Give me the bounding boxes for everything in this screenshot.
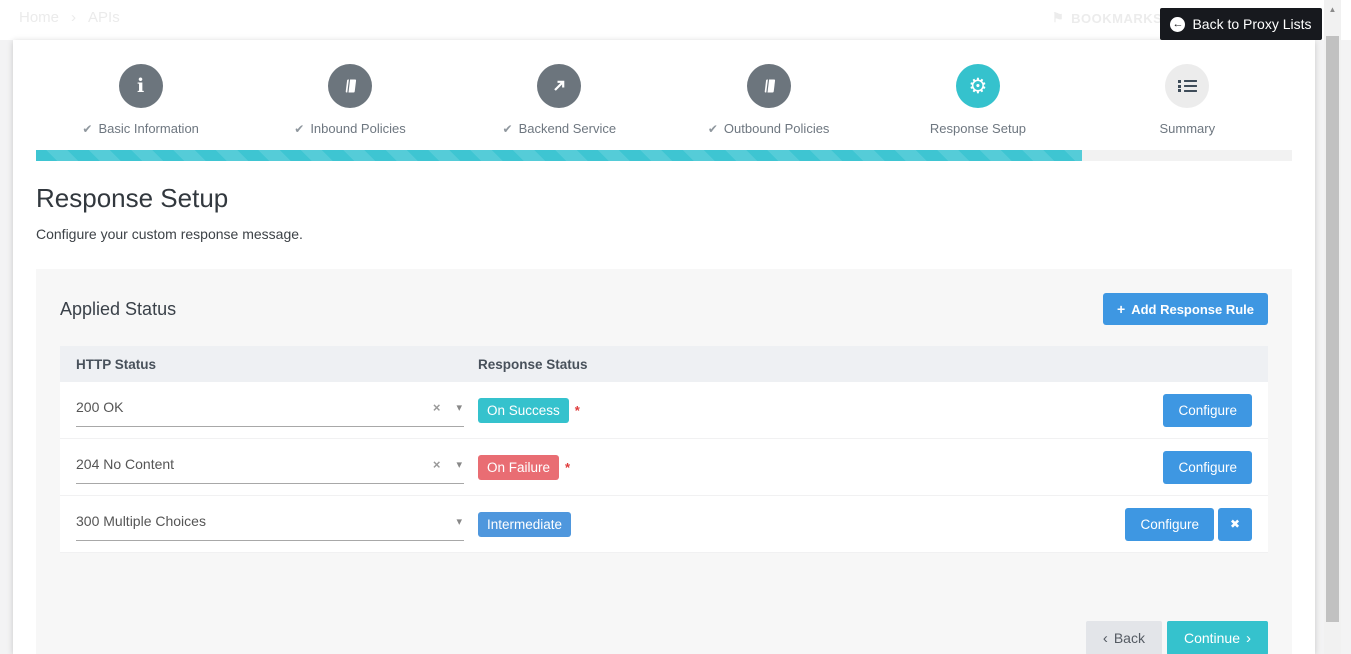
breadcrumb-separator-icon: › <box>71 9 77 26</box>
topbar: Home › APIs ⚑ BOOKMARKS ▾ <box>0 0 1351 40</box>
step-backend-service[interactable]: ✔ Backend Service <box>455 64 664 136</box>
step-label: Inbound Policies <box>310 121 406 136</box>
page-title: Response Setup <box>36 183 229 213</box>
table-row: 300 Multiple Choices ▾ Intermediate Conf… <box>60 496 1268 553</box>
plus-icon: + <box>1117 301 1126 317</box>
breadcrumb-home: Home <box>19 9 60 26</box>
configure-button[interactable]: Configure <box>1163 393 1252 427</box>
back-to-proxy-lists-button[interactable]: ← Back to Proxy Lists <box>1160 8 1322 40</box>
gear-icon: ⚙ <box>955 64 1000 108</box>
http-status-select[interactable]: 204 No Content × ▾ <box>76 450 464 484</box>
remove-rule-button[interactable]: ✖ <box>1218 507 1252 541</box>
ordered-list-icon <box>1165 64 1210 108</box>
check-icon: ✔ <box>707 121 718 136</box>
check-icon: ✔ <box>502 121 513 136</box>
wizard-stepper: i ✔ Basic Information ✔ Inbound Policies <box>36 40 1292 136</box>
arrow-circle-left-icon: ← <box>1170 16 1186 32</box>
progress-fill <box>36 150 1083 161</box>
add-response-rule-label: Add Response Rule <box>1131 301 1254 317</box>
required-asterisk: * <box>574 402 580 418</box>
step-inbound-policies[interactable]: ✔ Inbound Policies <box>245 64 454 136</box>
panel-title: Applied Status <box>60 298 177 319</box>
bookmarks-label: BOOKMARKS <box>1071 10 1163 26</box>
configure-button[interactable]: Configure <box>1125 507 1214 541</box>
http-status-select[interactable]: 300 Multiple Choices ▾ <box>76 507 464 541</box>
step-basic-information[interactable]: i ✔ Basic Information <box>36 64 245 136</box>
bookmark-icon: ⚑ <box>1052 10 1065 25</box>
status-badge: On Failure <box>478 454 560 480</box>
page-subtitle: Configure your custom response message. <box>36 226 303 242</box>
continue-button[interactable]: Continue › <box>1166 621 1268 654</box>
chevron-down-icon[interactable]: ▾ <box>456 515 462 528</box>
vertical-scrollbar[interactable]: ▲ <box>1324 0 1341 654</box>
applied-status-panel: Applied Status + Add Response Rule HTTP … <box>36 269 1292 654</box>
book-icon <box>327 64 372 108</box>
chevron-down-icon[interactable]: ▾ <box>456 401 462 414</box>
breadcrumb: Home › APIs <box>19 9 120 26</box>
chevron-left-icon: ‹ <box>1102 629 1108 647</box>
step-label: Response Setup <box>929 121 1027 136</box>
status-badge: Intermediate <box>478 511 572 537</box>
back-label: Back <box>1113 630 1145 646</box>
table-header: HTTP Status Response Status <box>60 346 1268 382</box>
table-row: 200 OK × ▾ On Success * Configure <box>60 382 1268 439</box>
http-status-value: 204 No Content <box>76 456 175 472</box>
info-icon: i <box>118 64 163 108</box>
continue-label: Continue <box>1183 630 1240 646</box>
step-label: Backend Service <box>518 121 617 136</box>
step-response-setup[interactable]: ⚙ Response Setup <box>873 64 1082 136</box>
required-asterisk: * <box>565 459 571 475</box>
configure-button[interactable]: Configure <box>1163 450 1252 484</box>
step-summary[interactable]: Summary <box>1083 64 1292 136</box>
clear-icon[interactable]: × <box>432 399 441 415</box>
wizard-card: i ✔ Basic Information ✔ Inbound Policies <box>13 40 1315 654</box>
breadcrumb-current: APIs <box>88 9 120 26</box>
step-outbound-policies[interactable]: ✔ Outbound Policies <box>664 64 873 136</box>
scrollbar-thumb[interactable] <box>1326 36 1339 622</box>
back-to-proxy-lists-label: Back to Proxy Lists <box>1192 16 1312 32</box>
column-header-response-status: Response Status <box>478 356 588 372</box>
wizard-footer-nav: ‹ Back Continue › <box>60 621 1268 654</box>
remove-icon: ✖ <box>1229 517 1241 531</box>
http-status-value: 300 Multiple Choices <box>76 513 206 529</box>
response-rules-table: HTTP Status Response Status 200 OK × ▾ O… <box>60 346 1268 553</box>
clear-icon[interactable]: × <box>432 456 441 472</box>
check-icon: ✔ <box>294 121 305 136</box>
step-label: Basic Information <box>98 121 199 136</box>
add-response-rule-button[interactable]: + Add Response Rule <box>1103 293 1268 325</box>
http-status-select[interactable]: 200 OK × ▾ <box>76 393 464 427</box>
table-row: 204 No Content × ▾ On Failure * Configur… <box>60 439 1268 496</box>
column-header-http-status: HTTP Status <box>76 356 157 372</box>
check-icon: ✔ <box>82 121 93 136</box>
bookmarks-menu: ⚑ BOOKMARKS ▾ <box>1052 10 1176 26</box>
back-button[interactable]: ‹ Back <box>1085 621 1162 654</box>
book-icon <box>746 64 791 108</box>
http-status-value: 200 OK <box>76 399 124 415</box>
chevron-right-icon: › <box>1246 629 1251 647</box>
wizard-progress-track <box>36 150 1292 161</box>
scrollbar-up-arrow-icon[interactable]: ▲ <box>1328 5 1337 14</box>
step-label: Summary <box>1159 121 1216 136</box>
external-arrow-icon <box>537 64 582 108</box>
chevron-down-icon[interactable]: ▾ <box>456 458 462 471</box>
status-badge: On Success <box>478 397 569 423</box>
step-label: Outbound Policies <box>723 121 830 136</box>
